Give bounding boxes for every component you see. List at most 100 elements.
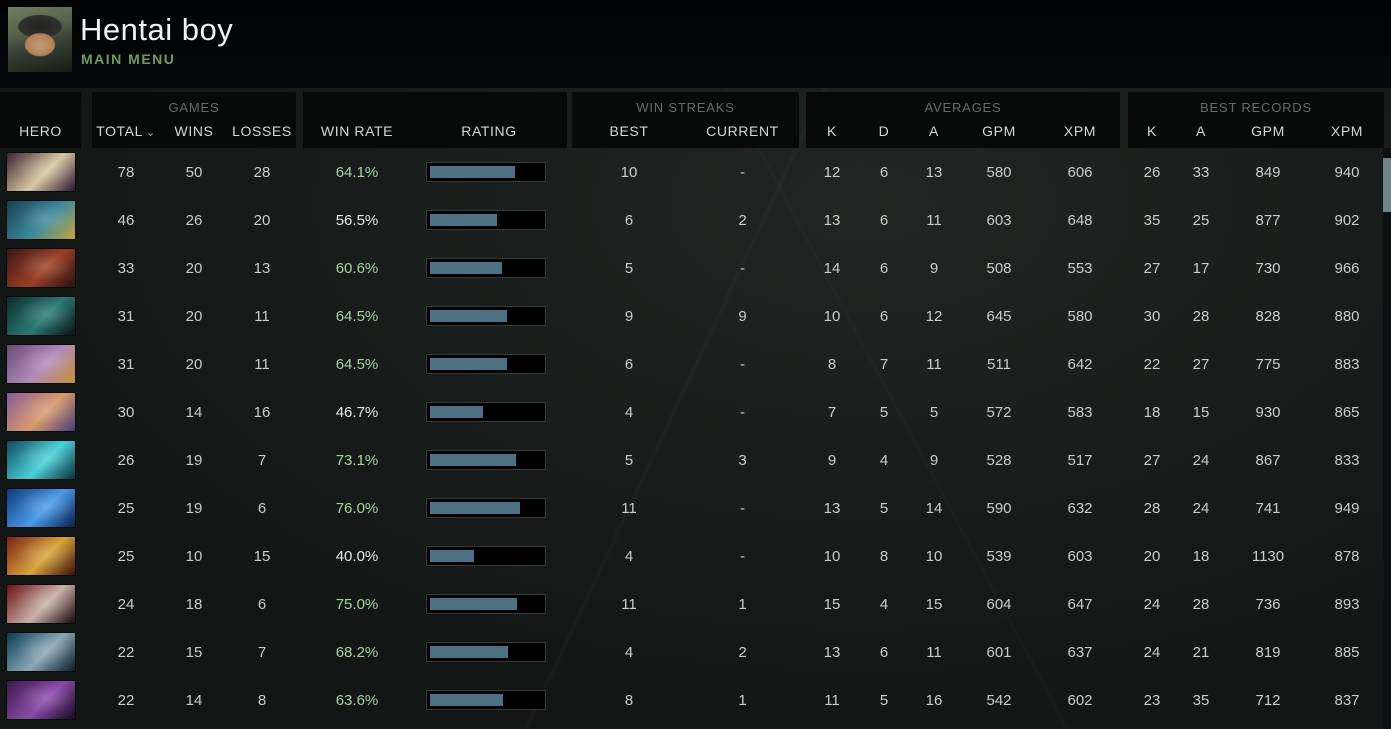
- total-games-value: 46: [117, 211, 135, 229]
- hero-portrait-icon[interactable]: [7, 489, 75, 527]
- table-row[interactable]: 46 26 20 56.5% 6 2 13 6 11 603 648 35 25…: [0, 196, 1391, 244]
- table-row[interactable]: 24 18 6 75.0% 11 1 15 4 15 604 647 24 28…: [0, 580, 1391, 628]
- col-best-xpm[interactable]: XPM: [1330, 123, 1364, 139]
- main-menu-button[interactable]: MAIN MENU: [81, 51, 176, 67]
- hero-portrait-icon[interactable]: [7, 393, 75, 431]
- current-streak-value: -: [740, 163, 745, 181]
- col-wins[interactable]: WINS: [174, 123, 214, 139]
- avg-kills-value: 12: [823, 163, 841, 181]
- col-streak-current[interactable]: CURRENT: [706, 123, 779, 139]
- avg-gpm-value: 580: [986, 163, 1012, 181]
- current-streak-value: 3: [738, 451, 747, 469]
- wins-value: 20: [185, 355, 203, 373]
- hero-portrait-icon[interactable]: [7, 201, 75, 239]
- col-streak-best[interactable]: BEST: [609, 123, 649, 139]
- wins-value: 14: [185, 691, 203, 709]
- col-best-gpm[interactable]: GPM: [1251, 123, 1285, 139]
- best-assists-value: 17: [1192, 259, 1210, 277]
- table-row[interactable]: 33 20 13 60.6% 5 - 14 6 9 508 553 27 17 …: [0, 244, 1391, 292]
- hero-portrait-icon[interactable]: [7, 345, 75, 383]
- win-rate-value: 46.7%: [335, 403, 379, 421]
- avg-xpm-value: 602: [1067, 691, 1093, 709]
- best-gpm-value: 877: [1255, 211, 1281, 229]
- losses-value: 11: [254, 307, 270, 325]
- avg-kills-value: 13: [823, 499, 841, 517]
- avg-xpm-value: 648: [1067, 211, 1093, 229]
- hero-portrait-icon[interactable]: [7, 681, 75, 719]
- col-avg-k[interactable]: K: [827, 123, 837, 139]
- col-win-rate[interactable]: WIN RATE: [320, 123, 394, 139]
- table-row[interactable]: 31 20 11 64.5% 9 9 10 6 12 645 580 30 28…: [0, 292, 1391, 340]
- wins-value: 26: [185, 211, 203, 229]
- scrollbar-track[interactable]: [1383, 148, 1391, 729]
- best-assists-value: 25: [1192, 211, 1210, 229]
- hero-portrait-icon[interactable]: [7, 441, 75, 479]
- best-xpm-value: 878: [1334, 547, 1360, 565]
- hero-portrait-icon[interactable]: [7, 537, 75, 575]
- hero-portrait-icon[interactable]: [7, 633, 75, 671]
- rating-bar: [427, 643, 545, 661]
- col-best-a[interactable]: A: [1196, 123, 1206, 139]
- total-games-value: 31: [117, 355, 135, 373]
- best-streak-value: 4: [624, 403, 634, 421]
- table-row[interactable]: 31 20 11 64.5% 6 - 8 7 11 511 642 22 27 …: [0, 340, 1391, 388]
- best-kills-value: 24: [1143, 643, 1161, 661]
- avg-assists-value: 9: [929, 451, 939, 469]
- rating-bar-fill: [430, 358, 508, 370]
- best-xpm-value: 893: [1334, 595, 1360, 613]
- avg-xpm-value: 603: [1067, 547, 1093, 565]
- table-row[interactable]: 25 10 15 40.0% 4 - 10 8 10 539 603 20 18…: [0, 532, 1391, 580]
- avg-gpm-value: 604: [986, 595, 1012, 613]
- hero-portrait-icon[interactable]: [7, 297, 75, 335]
- best-gpm-value: 1130: [1251, 547, 1285, 565]
- col-avg-d[interactable]: D: [878, 123, 890, 139]
- avg-xpm-value: 517: [1067, 451, 1093, 469]
- col-losses[interactable]: LOSSES: [232, 123, 292, 139]
- scrollbar-thumb[interactable]: [1383, 158, 1391, 212]
- rating-bar: [427, 307, 545, 325]
- rating-bar-fill: [430, 310, 508, 322]
- col-best-k[interactable]: K: [1147, 123, 1157, 139]
- table-row[interactable]: 26 19 7 73.1% 5 3 9 4 9 528 517 27 24 86…: [0, 436, 1391, 484]
- table-row[interactable]: 25 19 6 76.0% 11 - 13 5 14 590 632 28 24…: [0, 484, 1391, 532]
- table-row[interactable]: 22 14 8 63.6% 8 1 11 5 16 542 602 23 35 …: [0, 676, 1391, 724]
- avg-assists-value: 5: [929, 403, 939, 421]
- header-averages: AVERAGES K D A GPM XPM: [806, 92, 1120, 148]
- best-kills-value: 18: [1143, 403, 1161, 421]
- table-row[interactable]: 22 15 7 68.2% 4 2 13 6 11 601 637 24 21 …: [0, 628, 1391, 676]
- win-rate-value: 76.0%: [335, 499, 379, 517]
- col-avg-gpm[interactable]: GPM: [982, 123, 1016, 139]
- hero-portrait-icon[interactable]: [7, 153, 75, 191]
- best-xpm-value: 883: [1334, 355, 1360, 373]
- best-gpm-value: 930: [1255, 403, 1281, 421]
- avg-xpm-value: 637: [1067, 643, 1093, 661]
- best-assists-value: 27: [1192, 355, 1210, 373]
- avg-deaths-value: 5: [879, 691, 889, 709]
- hero-portrait-icon[interactable]: [7, 585, 75, 623]
- header-winrate: WIN RATE RATING: [303, 92, 567, 148]
- rating-bar: [427, 355, 545, 373]
- player-avatar[interactable]: [8, 7, 72, 72]
- col-hero: HERO: [19, 123, 62, 139]
- avg-gpm-value: 645: [986, 307, 1012, 325]
- current-streak-value: 1: [738, 691, 747, 709]
- best-assists-value: 35: [1192, 691, 1210, 709]
- table-row[interactable]: 78 50 28 64.1% 10 - 12 6 13 580 606 26 3…: [0, 148, 1391, 196]
- col-rating[interactable]: RATING: [461, 123, 517, 139]
- best-streak-value: 6: [624, 355, 634, 373]
- group-games: GAMES: [168, 100, 220, 115]
- rating-bar-fill: [430, 214, 498, 226]
- avg-gpm-value: 603: [986, 211, 1012, 229]
- losses-value: 11: [254, 355, 270, 373]
- avg-kills-value: 15: [823, 595, 841, 613]
- sort-caret-icon: ⌄: [146, 127, 156, 139]
- best-kills-value: 23: [1143, 691, 1161, 709]
- hero-portrait-icon[interactable]: [7, 249, 75, 287]
- col-total-sort[interactable]: TOTAL ⌄: [96, 123, 156, 139]
- win-rate-value: 73.1%: [335, 451, 379, 469]
- col-avg-a[interactable]: A: [929, 123, 939, 139]
- col-avg-xpm[interactable]: XPM: [1063, 123, 1097, 139]
- table-row[interactable]: 30 14 16 46.7% 4 - 7 5 5 572 583 18 15 9…: [0, 388, 1391, 436]
- best-streak-value: 11: [621, 499, 637, 517]
- total-games-value: 25: [117, 547, 135, 565]
